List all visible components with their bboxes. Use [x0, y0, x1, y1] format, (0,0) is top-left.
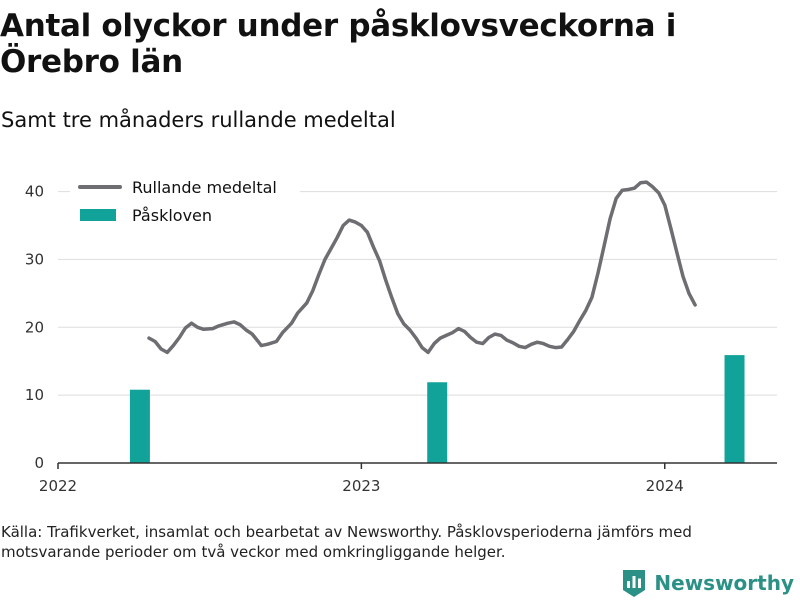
- bar: [129, 389, 150, 463]
- brand-logo: Newsworthy: [621, 568, 794, 598]
- bar-series: [129, 355, 745, 463]
- bar: [427, 382, 448, 463]
- legend-label-bar: Påskloven: [132, 206, 212, 225]
- legend: Rullande medeltal Påskloven: [70, 173, 300, 231]
- y-tick-label: 40: [25, 183, 44, 201]
- line-series: [147, 180, 697, 355]
- source-note: Källa: Trafikverket, insamlat och bearbe…: [1, 523, 692, 561]
- legend-label-line: Rullande medeltal: [132, 178, 277, 197]
- x-tick-label: 2024: [646, 477, 684, 495]
- y-axis-ticks: 0 10 20 30 40: [25, 183, 44, 472]
- x-tick-label: 2023: [342, 477, 380, 495]
- newsworthy-logo-icon: [623, 570, 646, 597]
- rolling-average-line: [147, 180, 697, 355]
- chart-title: Antal olyckor under påsklovsveckorna i Ö…: [0, 8, 677, 80]
- y-tick-label: 30: [25, 250, 44, 268]
- chart-subtitle: Samt tre månaders rullande medeltal: [1, 108, 396, 132]
- legend-background: [70, 173, 300, 231]
- bar: [724, 355, 745, 463]
- brand-name: Newsworthy: [654, 571, 794, 595]
- x-axis: 2022 2023 2024: [39, 462, 777, 495]
- y-tick-label: 0: [34, 454, 44, 472]
- legend-bar-swatch: [80, 209, 116, 221]
- y-tick-label: 10: [25, 386, 44, 404]
- chart-area: 2022 2023 2024 0 10 20 30 40 Rullande medeltal…: [25, 173, 777, 495]
- x-tick-label: 2022: [39, 477, 77, 495]
- y-tick-label: 20: [25, 318, 44, 336]
